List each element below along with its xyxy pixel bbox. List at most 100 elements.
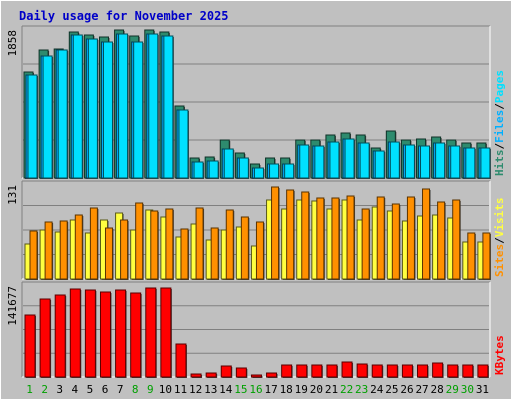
legend-separator: / — [493, 143, 506, 150]
bar-pages-day-16 — [253, 167, 264, 179]
bar-kbytes-day-28 — [432, 362, 444, 378]
bar-sites-day-24 — [376, 196, 385, 280]
legend-item-sites: Sites — [493, 244, 506, 277]
bar-kbytes-day-6 — [99, 291, 111, 378]
bar-kbytes-day-9 — [145, 287, 157, 378]
bar-sites-day-6 — [104, 227, 113, 280]
bar-sites-day-18 — [286, 189, 295, 280]
chart-title: Daily usage for November 2025 — [19, 9, 229, 23]
bar-kbytes-day-8 — [130, 292, 142, 378]
day-label-11: 11 — [174, 383, 187, 396]
legend-item-hits: Hits — [493, 150, 506, 177]
day-label-17: 17 — [264, 383, 277, 396]
bar-sites-day-10 — [165, 208, 174, 280]
bar-kbytes-day-15 — [235, 367, 247, 378]
bar-kbytes-day-30 — [462, 364, 474, 378]
bar-pages-day-4 — [72, 34, 83, 179]
day-label-19: 19 — [295, 383, 308, 396]
bar-kbytes-day-13 — [205, 372, 217, 378]
bar-sites-day-28 — [437, 201, 446, 280]
day-label-31: 31 — [476, 383, 489, 396]
day-label-12: 12 — [189, 383, 202, 396]
bar-kbytes-day-16 — [250, 374, 262, 378]
bar-pages-day-18 — [284, 163, 295, 179]
bar-kbytes-day-19 — [296, 364, 308, 378]
legend-separator: / — [493, 237, 506, 244]
legend-separator: / — [493, 103, 506, 110]
bar-pages-day-17 — [269, 163, 280, 179]
bar-pages-day-21 — [329, 141, 340, 179]
bar-sites-day-4 — [74, 214, 83, 280]
bar-pages-day-8 — [133, 41, 144, 179]
bar-kbytes-day-23 — [356, 363, 368, 378]
bar-sites-day-7 — [120, 219, 129, 280]
bar-kbytes-day-29 — [447, 364, 459, 378]
day-label-20: 20 — [310, 383, 323, 396]
day-label-25: 25 — [385, 383, 398, 396]
panel-3: 141677 KBytes — [6, 281, 506, 378]
bar-pages-day-3 — [57, 49, 68, 179]
day-label-1: 1 — [26, 383, 33, 396]
bar-pages-day-6 — [102, 41, 113, 179]
day-label-2: 2 — [41, 383, 48, 396]
day-label-10: 10 — [159, 383, 172, 396]
bar-pages-day-30 — [465, 147, 476, 179]
day-label-29: 29 — [446, 383, 459, 396]
bar-sites-day-21 — [331, 197, 340, 280]
bar-kbytes-day-2 — [39, 298, 51, 378]
day-label-21: 21 — [325, 383, 338, 396]
bar-pages-day-15 — [238, 157, 249, 179]
bar-kbytes-day-24 — [371, 364, 383, 378]
bar-sites-day-9 — [150, 210, 159, 280]
bar-sites-day-17 — [271, 186, 280, 280]
bar-kbytes-day-14 — [220, 365, 232, 378]
day-label-7: 7 — [117, 383, 124, 396]
legend-text: Sites/Visits — [493, 198, 506, 278]
bar-pages-day-25 — [389, 141, 400, 179]
bar-kbytes-day-17 — [266, 372, 278, 378]
legend-item-pages: Pages — [493, 70, 506, 103]
bar-kbytes-day-18 — [281, 364, 293, 378]
bar-pages-day-29 — [450, 145, 461, 179]
day-label-28: 28 — [431, 383, 444, 396]
bar-sites-day-30 — [467, 232, 476, 280]
chart-panels: 1858Hits/Files/Pages131Sites/Visits14167… — [6, 25, 506, 378]
bar-kbytes-day-12 — [190, 373, 202, 378]
bar-sites-day-11 — [180, 228, 189, 280]
bar-sites-day-22 — [346, 195, 355, 280]
bar-sites-day-25 — [391, 203, 400, 280]
legend-item-files: Files — [493, 110, 506, 143]
day-label-22: 22 — [340, 383, 353, 396]
day-label-6: 6 — [102, 383, 109, 396]
bar-pages-day-14 — [223, 148, 234, 179]
bar-sites-day-26 — [406, 196, 415, 280]
day-label-24: 24 — [370, 383, 384, 396]
bar-kbytes-day-7 — [115, 289, 127, 378]
legend-item-kbytes: KBytes — [493, 335, 506, 375]
y-max-label: 141677 — [6, 286, 19, 326]
bar-sites-day-19 — [301, 191, 310, 280]
legend-item-visits: Visits — [493, 198, 506, 238]
bar-kbytes-day-5 — [84, 289, 96, 378]
bar-sites-day-31 — [482, 232, 491, 280]
bar-pages-day-24 — [374, 150, 385, 179]
bar-kbytes-day-10 — [160, 287, 172, 378]
bar-sites-day-5 — [89, 207, 98, 280]
day-label-16: 16 — [249, 383, 262, 396]
day-label-8: 8 — [132, 383, 139, 396]
y-max-label: 131 — [6, 185, 19, 205]
day-label-27: 27 — [415, 383, 428, 396]
bar-pages-day-12 — [193, 161, 204, 179]
bar-sites-day-29 — [452, 199, 461, 280]
bar-pages-day-31 — [480, 147, 491, 179]
panel-2: 131 Sites/Visits — [6, 180, 506, 280]
legend-text: KBytes — [493, 335, 506, 375]
bar-pages-day-13 — [208, 160, 219, 179]
day-label-13: 13 — [204, 383, 217, 396]
bar-pages-day-1 — [27, 74, 38, 179]
day-axis: 1 2 3 4 5 6 7 8 9 10 11 12 13 14 15 16 17 18 19 20 21 22 23 24 2… — [26, 383, 489, 396]
bar-kbytes-day-21 — [326, 364, 338, 378]
bar-kbytes-day-26 — [401, 364, 413, 378]
day-label-23: 23 — [355, 383, 368, 396]
